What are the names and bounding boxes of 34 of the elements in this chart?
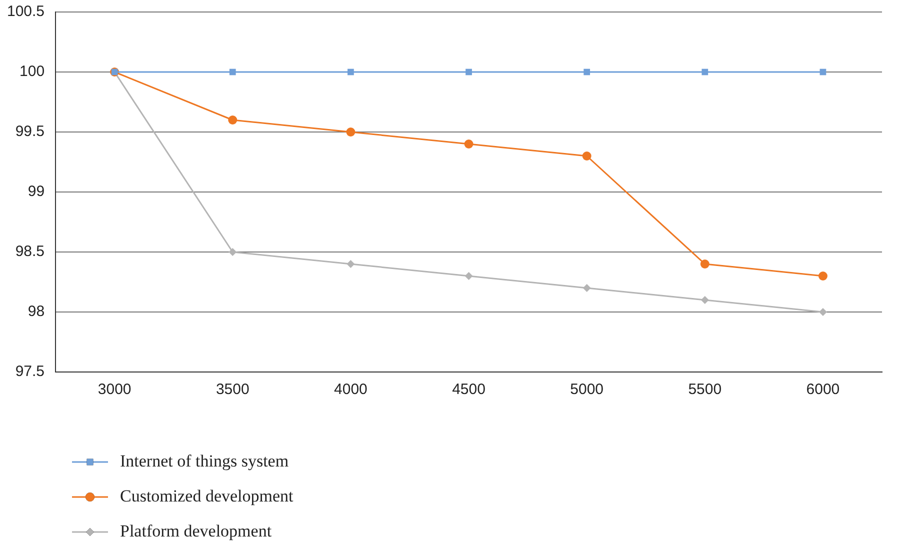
point xyxy=(466,68,472,76)
y-tick-label: 100 xyxy=(20,63,45,80)
point xyxy=(700,260,710,268)
point xyxy=(700,296,709,304)
point xyxy=(346,128,356,136)
x-tick-label: 4500 xyxy=(452,381,486,398)
y-tick-label: 98 xyxy=(28,303,45,320)
point xyxy=(464,272,473,280)
x-tick-label: 4000 xyxy=(334,381,368,398)
x-tick-label: 6000 xyxy=(806,381,840,398)
point xyxy=(584,68,590,76)
y-tick-label: 100.5 xyxy=(6,3,45,20)
point xyxy=(464,140,474,148)
point xyxy=(228,248,237,256)
y-tick-label: 99 xyxy=(28,183,45,200)
x-tick-label: 3500 xyxy=(216,381,250,398)
legend-label: Customized development xyxy=(120,486,294,506)
legend-label: Platform development xyxy=(120,521,272,540)
y-tick-label: 97.5 xyxy=(15,363,45,380)
x-tick-label: 5500 xyxy=(688,381,722,398)
point xyxy=(229,68,236,76)
legend-label: Internet of things system xyxy=(120,451,289,470)
point xyxy=(228,116,238,124)
point xyxy=(702,68,708,76)
point xyxy=(818,272,828,280)
x-tick-label: 3000 xyxy=(98,381,132,398)
point xyxy=(818,308,827,316)
point xyxy=(348,68,354,76)
y-tick-label: 98.5 xyxy=(15,243,45,260)
point xyxy=(582,284,591,292)
y-tick-label: 99.5 xyxy=(15,123,45,140)
point xyxy=(582,152,592,160)
point xyxy=(346,260,355,268)
x-tick-label: 5000 xyxy=(570,381,604,398)
